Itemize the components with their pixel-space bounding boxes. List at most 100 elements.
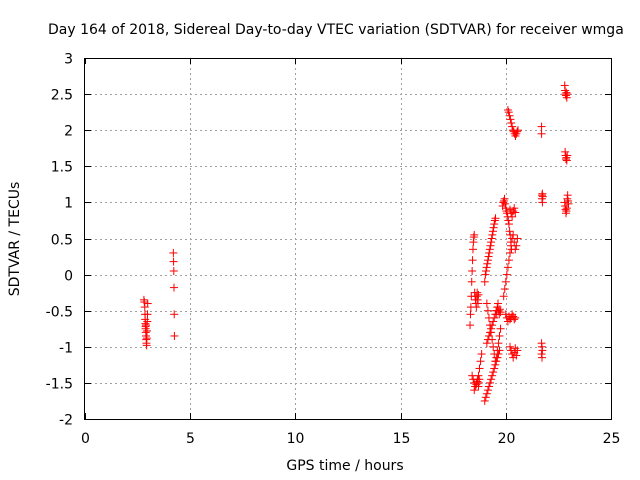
y-tick-label: -1: [59, 341, 73, 357]
y-tick-label: 1.5: [51, 160, 73, 176]
data-point: [486, 378, 495, 387]
data-point: [483, 306, 492, 315]
axis-ticks: 0 5 10 15 20 25 -2 -1.5 -1 -0.5 0 0.5 1 1.5 2 2.5 3: [46, 52, 621, 448]
data-point: [481, 393, 490, 402]
data-point: [488, 321, 497, 330]
data-point: [483, 259, 492, 268]
chart-title: Day 164 of 2018, Sidereal Day-to-day VTE…: [48, 22, 624, 38]
data-point: [501, 277, 510, 286]
data-point: [488, 227, 497, 236]
data-point: [514, 126, 523, 135]
data-point: [476, 357, 485, 366]
data-point: [494, 350, 503, 359]
data-point: [489, 223, 498, 232]
y-tick-label: -1.5: [46, 377, 73, 393]
data-point: [510, 204, 519, 213]
data-point: [492, 357, 501, 366]
data-point: [485, 245, 494, 254]
data-point: [482, 263, 491, 272]
y-tick-label: -0.5: [46, 305, 73, 321]
data-point: [471, 382, 480, 391]
data-point: [483, 256, 492, 265]
data-point: [468, 266, 477, 275]
data-point: [504, 220, 513, 229]
data-point: [475, 364, 484, 373]
data-point: [486, 241, 495, 250]
data-point: [488, 371, 497, 380]
data-point: [470, 386, 479, 395]
data-point: [503, 105, 512, 114]
x-tick-label: 0: [81, 431, 90, 447]
data-point: [505, 111, 514, 120]
data-point: [484, 331, 493, 340]
y-axis-label: SDTVAR / TECUs: [7, 182, 23, 297]
data-point: [143, 326, 152, 335]
x-tick-label: 25: [603, 431, 621, 447]
data-point: [504, 216, 513, 225]
data-point: [474, 371, 483, 380]
data-point: [502, 270, 511, 279]
data-point: [502, 207, 511, 216]
data-point: [487, 324, 496, 333]
data-point: [142, 321, 151, 330]
data-point: [489, 342, 498, 351]
data-point: [504, 108, 513, 117]
data-point: [564, 199, 573, 208]
data-point: [468, 256, 477, 265]
data-point: [537, 122, 546, 131]
data-point: [513, 234, 522, 243]
y-tick-label: 0: [64, 269, 73, 285]
data-point: [507, 118, 516, 127]
data-point: [484, 382, 493, 391]
data-point: [500, 194, 509, 203]
data-point: [511, 344, 520, 353]
data-point: [506, 248, 515, 257]
data-point: [508, 350, 517, 359]
data-point: [496, 324, 505, 333]
data-point: [489, 368, 498, 377]
data-point: [563, 151, 572, 160]
data-point: [169, 248, 178, 257]
data-point: [508, 212, 517, 221]
x-tick-label: 10: [287, 431, 305, 447]
data-point: [473, 375, 482, 384]
data-point: [470, 230, 479, 239]
data-point: [142, 341, 151, 350]
data-point: [482, 299, 491, 308]
data-point: [143, 299, 152, 308]
data-point: [513, 346, 522, 355]
data-point: [474, 299, 483, 308]
data-point: [538, 192, 547, 201]
data-point: [482, 389, 491, 398]
data-point: [170, 331, 179, 340]
data-point: [511, 313, 520, 322]
x-axis-label: GPS time / hours: [286, 458, 403, 474]
data-point: [467, 277, 476, 286]
data-point: [491, 360, 500, 369]
data-points: [139, 81, 573, 405]
data-point: [504, 256, 513, 265]
data-point: [169, 266, 178, 275]
data-point: [506, 342, 515, 351]
data-point: [169, 283, 178, 292]
data-point: [487, 234, 496, 243]
data-point: [142, 334, 151, 343]
data-point: [538, 346, 547, 355]
data-point: [489, 317, 498, 326]
data-point: [472, 303, 481, 312]
data-point: [494, 339, 503, 348]
data-point: [491, 310, 500, 319]
data-point: [480, 396, 489, 405]
data-point: [562, 204, 571, 213]
data-point: [493, 353, 502, 362]
data-point: [510, 315, 519, 324]
data-point: [506, 115, 515, 124]
data-point: [490, 216, 499, 225]
data-point: [563, 90, 572, 99]
data-point: [482, 266, 491, 275]
data-point: [507, 209, 516, 218]
data-point: [483, 386, 492, 395]
data-point: [495, 346, 504, 355]
data-point: [503, 263, 512, 272]
data-point: [511, 245, 520, 254]
